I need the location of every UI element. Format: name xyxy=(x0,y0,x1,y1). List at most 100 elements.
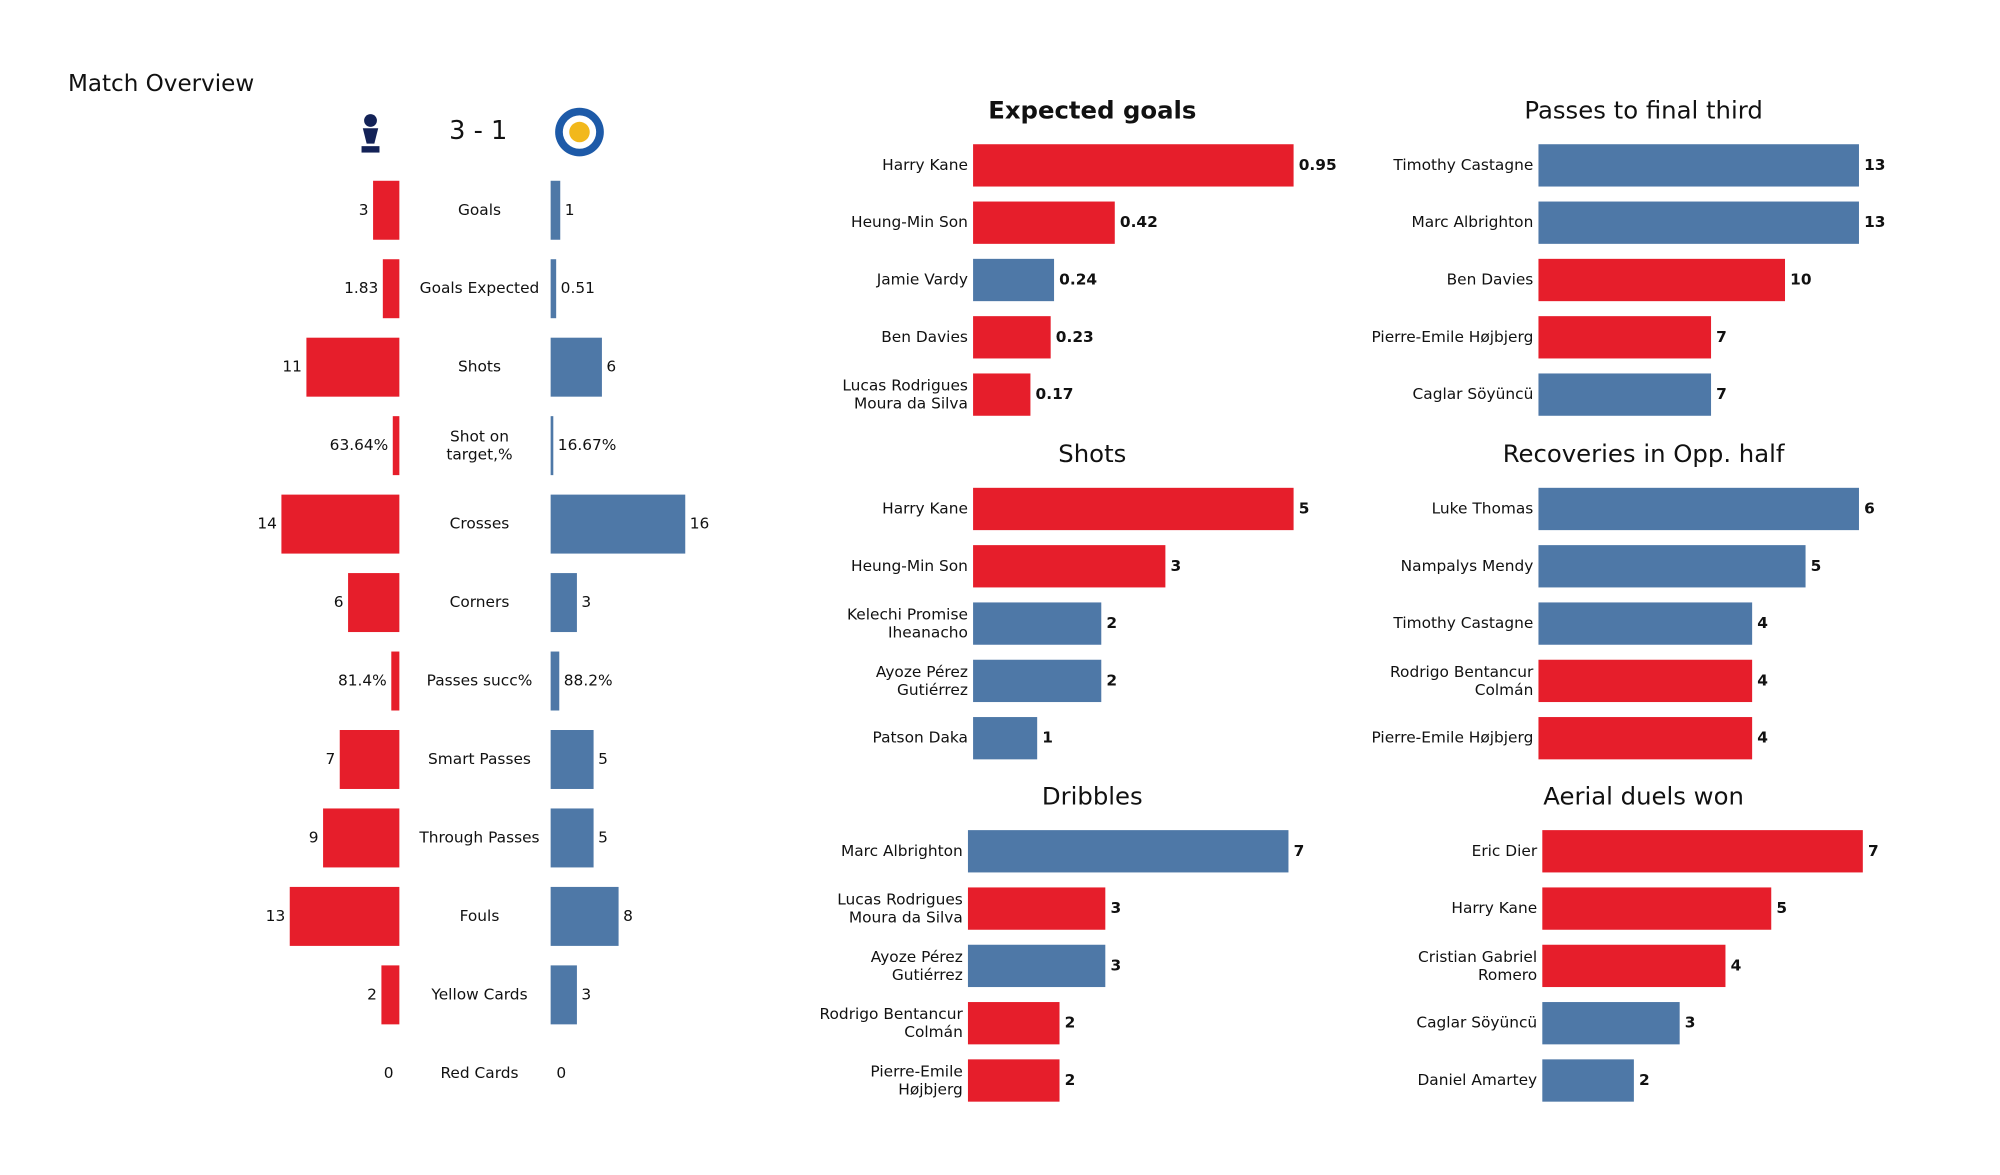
bar-label: Heung-Min Son xyxy=(851,557,968,575)
chart-title-bold: Expected goals xyxy=(988,96,1196,125)
bar-label: Luke Thomas xyxy=(1432,499,1534,517)
value-label: 5 xyxy=(1811,557,1822,575)
bar xyxy=(1542,1002,1680,1045)
value-label: 3 xyxy=(1110,956,1121,974)
bar-label: Ben Davies xyxy=(1447,271,1534,289)
value-label: 7 xyxy=(1868,842,1879,860)
bar-label: Daniel Amartey xyxy=(1417,1071,1537,1089)
bar xyxy=(1538,717,1753,760)
bar xyxy=(1542,887,1772,930)
value-label: 0.51 xyxy=(561,279,595,297)
value-label: 13 xyxy=(266,907,286,925)
away-bar xyxy=(550,180,561,240)
value-label: 13 xyxy=(1864,156,1885,174)
score: 3 - 1 xyxy=(449,116,507,146)
row-label: Goals Expected xyxy=(420,279,540,297)
value-label: 3 xyxy=(1171,557,1182,575)
bar xyxy=(1538,602,1753,645)
overview-title: Match Overview xyxy=(68,71,254,97)
value-label: 2 xyxy=(1065,1014,1076,1032)
value-label: 0.42 xyxy=(1120,213,1158,231)
bar xyxy=(967,1002,1060,1045)
home-bar xyxy=(382,259,400,319)
bar xyxy=(1538,316,1712,359)
bar-label: Timothy Castagne xyxy=(1392,614,1533,632)
away-bar xyxy=(550,337,602,397)
bar xyxy=(1538,144,1859,187)
bar-label: Kelechi Promise Iheanacho xyxy=(847,605,968,641)
home-bar xyxy=(281,494,400,554)
value-label: 5 xyxy=(1776,899,1787,917)
value-label: 16 xyxy=(690,515,710,533)
bar xyxy=(967,830,1289,873)
bar-label: Harry Kane xyxy=(882,499,968,517)
home-bar xyxy=(373,180,400,240)
bar xyxy=(967,887,1106,930)
value-label: 5 xyxy=(598,828,608,846)
value-label: 4 xyxy=(1757,671,1768,689)
row-label: Fouls xyxy=(460,907,500,925)
bar-label: Caglar Söyüncü xyxy=(1413,385,1534,403)
value-label: 13 xyxy=(1864,213,1885,231)
away-bar xyxy=(550,259,557,319)
row-label: Smart Passes xyxy=(428,750,531,768)
value-label: 1 xyxy=(1042,729,1053,747)
bar-label: Ben Davies xyxy=(881,328,968,346)
bar xyxy=(1542,944,1726,988)
home-bar xyxy=(348,573,400,633)
away-bar xyxy=(550,886,619,946)
bar xyxy=(973,487,1294,531)
bar xyxy=(973,316,1051,359)
value-label: 2 xyxy=(1106,671,1117,689)
home-bar xyxy=(289,886,400,946)
value-label: 10 xyxy=(1790,271,1811,289)
bar-label: Patson Daka xyxy=(873,729,968,747)
away-logo xyxy=(555,107,604,157)
bar-label: Caglar Söyüncü xyxy=(1416,1014,1537,1032)
bar xyxy=(973,144,1294,187)
value-label: 81.4% xyxy=(338,672,387,690)
bar xyxy=(1538,201,1859,244)
home-bar xyxy=(381,965,400,1025)
away-bar xyxy=(550,416,554,476)
bar xyxy=(973,545,1166,588)
value-label: 7 xyxy=(325,750,335,768)
value-label: 2 xyxy=(1065,1071,1076,1089)
value-label: 3 xyxy=(1110,899,1121,917)
bar-label: Ayoze Pérez Gutiérrez xyxy=(876,662,968,698)
home-logo xyxy=(361,114,380,153)
home-bar xyxy=(323,808,400,868)
bar xyxy=(1538,545,1806,588)
bar xyxy=(1542,830,1863,873)
value-label: 7 xyxy=(1294,842,1305,860)
bar-label: Ayoze Pérez Gutiérrez xyxy=(871,947,963,983)
bar-label: Heung-Min Son xyxy=(851,213,968,231)
bar-label: Pierre-Emile Højbjerg xyxy=(1372,729,1534,747)
value-label: 2 xyxy=(1106,614,1117,632)
value-label: 3 xyxy=(359,201,369,219)
value-label: 1.83 xyxy=(344,279,378,297)
bar xyxy=(973,602,1102,645)
row-label: Shots xyxy=(458,358,501,376)
value-label: 0.17 xyxy=(1036,385,1074,403)
away-bar xyxy=(550,808,594,868)
row-label: Goals xyxy=(458,201,501,219)
value-label: 16.67% xyxy=(558,436,617,454)
bar-label: Marc Albrighton xyxy=(841,842,963,860)
value-label: 8 xyxy=(623,907,633,925)
value-label: 2 xyxy=(367,985,377,1003)
home-bar xyxy=(391,651,400,711)
bar xyxy=(973,201,1115,244)
away-bar xyxy=(550,494,686,554)
value-label: 88.2% xyxy=(564,672,613,690)
bar xyxy=(967,1059,1060,1102)
chart-title: Passes to final third xyxy=(1524,96,1762,125)
value-label: 4 xyxy=(1757,729,1768,747)
value-label: 7 xyxy=(1716,328,1727,346)
value-label: 2 xyxy=(1639,1071,1650,1089)
chart-title: Shots xyxy=(1058,439,1126,468)
bar-label: Harry Kane xyxy=(1451,899,1537,917)
value-label: 14 xyxy=(257,515,277,533)
bar xyxy=(973,258,1055,302)
bar-label: Pierre-Emile Højbjerg xyxy=(870,1062,962,1098)
